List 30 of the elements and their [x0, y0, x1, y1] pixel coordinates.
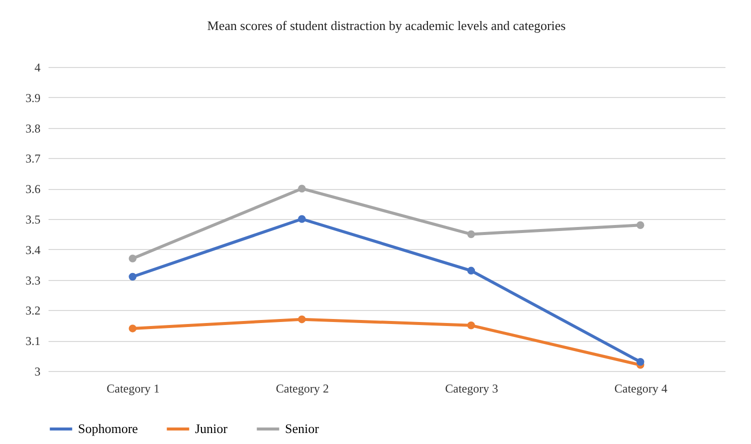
- point: [636, 358, 644, 366]
- x-tick-label: Category 1: [106, 382, 160, 396]
- point: [636, 221, 644, 229]
- y-tick-label: 3.9: [26, 90, 40, 105]
- y-tick-label: 3.1: [26, 334, 40, 348]
- point: [298, 215, 306, 223]
- y-tick-label: 3.7: [26, 152, 40, 166]
- chart-title: Mean scores of student distraction by academic levels and categories: [207, 18, 566, 33]
- x-tick-label: Category 3: [445, 382, 498, 396]
- y-tick-label: 3: [34, 364, 40, 378]
- point: [128, 254, 136, 262]
- point: [298, 184, 306, 192]
- y-tick-label: 3.6: [26, 182, 40, 196]
- point: [128, 324, 136, 332]
- y-tick-label: 3.3: [26, 273, 40, 288]
- point: [128, 272, 136, 281]
- y-tick-label: 3.5: [26, 212, 40, 226]
- y-tick-label: 3.4: [26, 242, 40, 257]
- y-tick-label: 3.2: [26, 304, 40, 318]
- legend-label: Junior: [195, 421, 228, 436]
- x-tick-label: Category 2: [276, 382, 329, 396]
- y-tick-label: 3.8: [26, 121, 40, 136]
- x-tick-label: Category 4: [614, 382, 668, 396]
- point: [467, 322, 475, 330]
- point: [298, 315, 306, 324]
- y-tick-label: 4: [34, 60, 40, 74]
- legend-label: Sophomore: [78, 421, 138, 436]
- point: [467, 230, 475, 238]
- point: [467, 266, 475, 275]
- legend-label: Senior: [285, 421, 320, 436]
